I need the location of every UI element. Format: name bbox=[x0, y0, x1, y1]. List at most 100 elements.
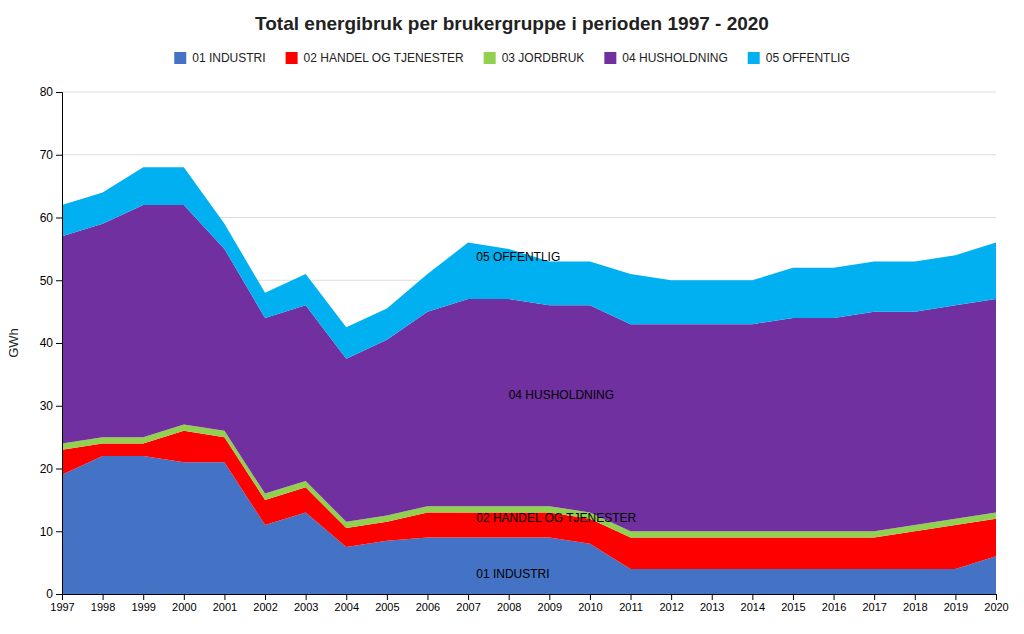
x-tick-mark bbox=[184, 594, 185, 600]
x-tick-mark bbox=[509, 594, 510, 600]
x-tick: 2019 bbox=[944, 594, 968, 613]
x-tick: 2018 bbox=[903, 594, 927, 613]
y-tick-mark bbox=[56, 594, 62, 595]
x-tick: 2005 bbox=[375, 594, 399, 613]
plot-area bbox=[62, 167, 996, 594]
legend-item: 04 HUSHOLDNING bbox=[604, 51, 727, 65]
y-tick-label: 60 bbox=[40, 211, 54, 225]
annotation: 05 OFFENTLIG bbox=[476, 250, 560, 264]
y-tick-mark bbox=[56, 531, 62, 532]
x-tick-mark bbox=[955, 594, 956, 600]
y-tick-mark bbox=[56, 155, 62, 156]
x-tick-label: 2002 bbox=[253, 601, 277, 613]
x-tick-mark bbox=[143, 594, 144, 600]
y-axis-title: GWh bbox=[6, 328, 21, 358]
x-tick-label: 2020 bbox=[984, 601, 1008, 613]
x-tick-label: 2005 bbox=[375, 601, 399, 613]
y-tick-label: 80 bbox=[40, 85, 54, 99]
annotation: 01 INDUSTRI bbox=[476, 567, 549, 581]
y-tick-label: 70 bbox=[40, 148, 54, 162]
y-tick: 0 bbox=[46, 587, 62, 601]
x-tick-label: 1997 bbox=[50, 601, 74, 613]
x-tick: 2008 bbox=[497, 594, 521, 613]
x-tick-label: 2019 bbox=[944, 601, 968, 613]
grid-line bbox=[62, 92, 996, 93]
legend-item: 05 OFFENTLIG bbox=[748, 51, 850, 65]
x-tick: 1999 bbox=[131, 594, 155, 613]
x-tick-mark bbox=[265, 594, 266, 600]
x-tick-label: 2003 bbox=[294, 601, 318, 613]
title: Total energibruk per brukergruppe i peri… bbox=[255, 13, 769, 34]
x-tick: 2013 bbox=[700, 594, 724, 613]
x-tick: 2017 bbox=[862, 594, 886, 613]
x-tick-label: 2012 bbox=[659, 601, 683, 613]
x-tick-mark bbox=[631, 594, 632, 600]
x-tick-mark bbox=[834, 594, 835, 600]
y-tick-mark bbox=[56, 343, 62, 344]
x-tick-label: 2015 bbox=[781, 601, 805, 613]
y-axis-line bbox=[56, 93, 63, 595]
x-tick-mark bbox=[346, 594, 347, 600]
y-tick-label: 40 bbox=[40, 336, 54, 350]
y-tick: 80 bbox=[40, 85, 62, 99]
grid bbox=[62, 92, 996, 594]
x-tick-label: 1999 bbox=[131, 601, 155, 613]
x-tick-label: 2007 bbox=[456, 601, 480, 613]
x-tick-mark bbox=[671, 594, 672, 600]
legend-label: 05 OFFENTLIG bbox=[766, 51, 850, 65]
x-tick: 2020 bbox=[984, 594, 1008, 613]
legend-label: 03 JORDBRUK bbox=[502, 51, 585, 65]
y-tick-mark bbox=[56, 406, 62, 407]
x-tick-mark bbox=[224, 594, 225, 600]
y-tick: 20 bbox=[40, 462, 62, 476]
x-tick-mark bbox=[103, 594, 104, 600]
y-tick-mark bbox=[56, 218, 62, 219]
y-tick: 70 bbox=[40, 148, 62, 162]
x-tick: 2010 bbox=[578, 594, 602, 613]
x-tick-mark bbox=[590, 594, 591, 600]
x-tick-mark bbox=[996, 594, 997, 600]
x-tick-mark bbox=[915, 594, 916, 600]
area bbox=[62, 167, 996, 358]
area bbox=[62, 205, 996, 531]
x-tick: 2003 bbox=[294, 594, 318, 613]
chart: Total energibruk per brukergruppe i peri… bbox=[0, 0, 1024, 634]
x-tick-label: 2013 bbox=[700, 601, 724, 613]
legend-swatch bbox=[748, 52, 760, 64]
annotation: 02 HANDEL OG TJENESTER bbox=[476, 511, 636, 525]
legend-label: 02 HANDEL OG TJENESTER bbox=[304, 51, 464, 65]
y-tick-mark bbox=[56, 469, 62, 470]
x-tick-label: 2016 bbox=[822, 601, 846, 613]
legend-item: 01 INDUSTRI bbox=[174, 51, 265, 65]
x-tick: 2014 bbox=[741, 594, 765, 613]
legend-label: 04 HUSHOLDNING bbox=[622, 51, 727, 65]
x-tick: 2007 bbox=[456, 594, 480, 613]
legend-swatch bbox=[604, 52, 616, 64]
x-tick: 2001 bbox=[213, 594, 237, 613]
y-axis: 01020304050607080 bbox=[40, 85, 63, 601]
x-tick-mark bbox=[387, 594, 388, 600]
legend: 01 INDUSTRI 02 HANDEL OG TJENESTER 03 JORD… bbox=[174, 51, 849, 65]
x-tick: 2016 bbox=[822, 594, 846, 613]
y-tick-label: 20 bbox=[40, 462, 54, 476]
x-tick-mark bbox=[712, 594, 713, 600]
x-tick-label: 2008 bbox=[497, 601, 521, 613]
x-tick-label: 2010 bbox=[578, 601, 602, 613]
grid-line bbox=[62, 154, 996, 155]
x-tick-label: 2009 bbox=[538, 601, 562, 613]
x-tick-mark bbox=[752, 594, 753, 600]
x-tick-label: 2018 bbox=[903, 601, 927, 613]
x-axis-line bbox=[63, 595, 997, 601]
x-tick: 2006 bbox=[416, 594, 440, 613]
legend-item: 02 HANDEL OG TJENESTER bbox=[286, 51, 464, 65]
legend-swatch bbox=[286, 52, 298, 64]
legend-label: 01 INDUSTRI bbox=[192, 51, 265, 65]
y-tick: 30 bbox=[40, 399, 62, 413]
x-tick-mark bbox=[306, 594, 307, 600]
legend-swatch bbox=[174, 52, 186, 64]
legend-swatch bbox=[484, 52, 496, 64]
x-tick-label: 2000 bbox=[172, 601, 196, 613]
y-tick: 50 bbox=[40, 274, 62, 288]
x-tick-label: 2006 bbox=[416, 601, 440, 613]
annotation: 04 HUSHOLDNING bbox=[509, 388, 614, 402]
